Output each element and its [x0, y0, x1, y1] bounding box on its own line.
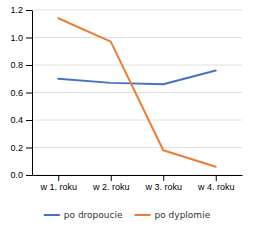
x-tick-label: w 2. roku [92, 182, 130, 192]
x-tick: w 4. roku [197, 175, 235, 192]
y-tick-label: 0.4 [10, 115, 23, 125]
legend: po dropoucie po dyplomie [44, 210, 211, 220]
x-tick-mark [216, 175, 217, 181]
y-tick-mark [26, 148, 32, 149]
y-tick: 0.6 [10, 88, 32, 98]
grid-line [32, 37, 242, 38]
y-tick: 0.8 [10, 60, 32, 70]
y-tick-label: 1.2 [10, 5, 23, 15]
grid-line [32, 92, 242, 93]
lines [58, 18, 216, 167]
y-tick-mark [26, 38, 32, 39]
y-tick-mark [26, 10, 32, 11]
y-tick-mark [26, 65, 32, 66]
y-tick: 1.2 [10, 5, 32, 15]
grid-line [32, 147, 242, 148]
y-tick: 0.0 [10, 170, 32, 180]
legend-item: po dyplomie [135, 210, 211, 220]
legend-swatch [135, 214, 151, 216]
plot: 0.00.20.40.60.81.01.2w 1. rokuw 2. rokuw… [10, 5, 242, 192]
y-tick-mark [26, 120, 32, 121]
y-tick-label: 0.6 [10, 88, 23, 98]
x-tick-mark [163, 175, 164, 181]
y-tick-mark [26, 93, 32, 94]
grid-line [32, 10, 242, 11]
x-tick: w 2. roku [92, 175, 130, 192]
legend-item: po dropoucie [44, 210, 123, 220]
y-tick-label: 0.2 [10, 143, 23, 153]
x-tick-label: w 3. roku [144, 182, 182, 192]
grid-line [32, 65, 242, 66]
grid-line [32, 175, 242, 176]
grid [32, 10, 242, 175]
y-tick: 1.0 [10, 33, 32, 43]
legend-swatch [44, 214, 60, 216]
series-line [58, 71, 216, 85]
y-tick-label: 0.0 [10, 170, 23, 180]
x-axis: w 1. roku w 2. roku w 3. roku w 4. roku [33, 175, 243, 192]
x-tick: w 1. roku [39, 175, 77, 192]
legend-label: po dyplomie [155, 210, 211, 220]
chart: 0.00.20.40.60.81.01.2w 1. rokuw 2. rokuw… [0, 0, 254, 227]
y-axis-line [32, 11, 33, 176]
y-tick-label: 1.0 [10, 33, 23, 43]
y-tick: 0.2 [10, 143, 32, 153]
x-tick-label: w 4. roku [197, 182, 235, 192]
x-tick-mark [58, 175, 59, 181]
series-line [58, 18, 216, 167]
x-tick-label: w 1. roku [39, 182, 77, 192]
x-tick-mark [111, 175, 112, 181]
y-tick: 0.4 [10, 115, 32, 125]
legend-label: po dropoucie [64, 210, 123, 220]
y-tick-mark [26, 175, 32, 176]
x-axis-line [33, 175, 243, 176]
y-tick-label: 0.8 [10, 60, 23, 70]
y-axis: 0.0 0.2 0.4 0.6 0.8 1.0 1.2 [10, 5, 32, 180]
grid-line [32, 120, 242, 121]
x-tick: w 3. roku [144, 175, 182, 192]
